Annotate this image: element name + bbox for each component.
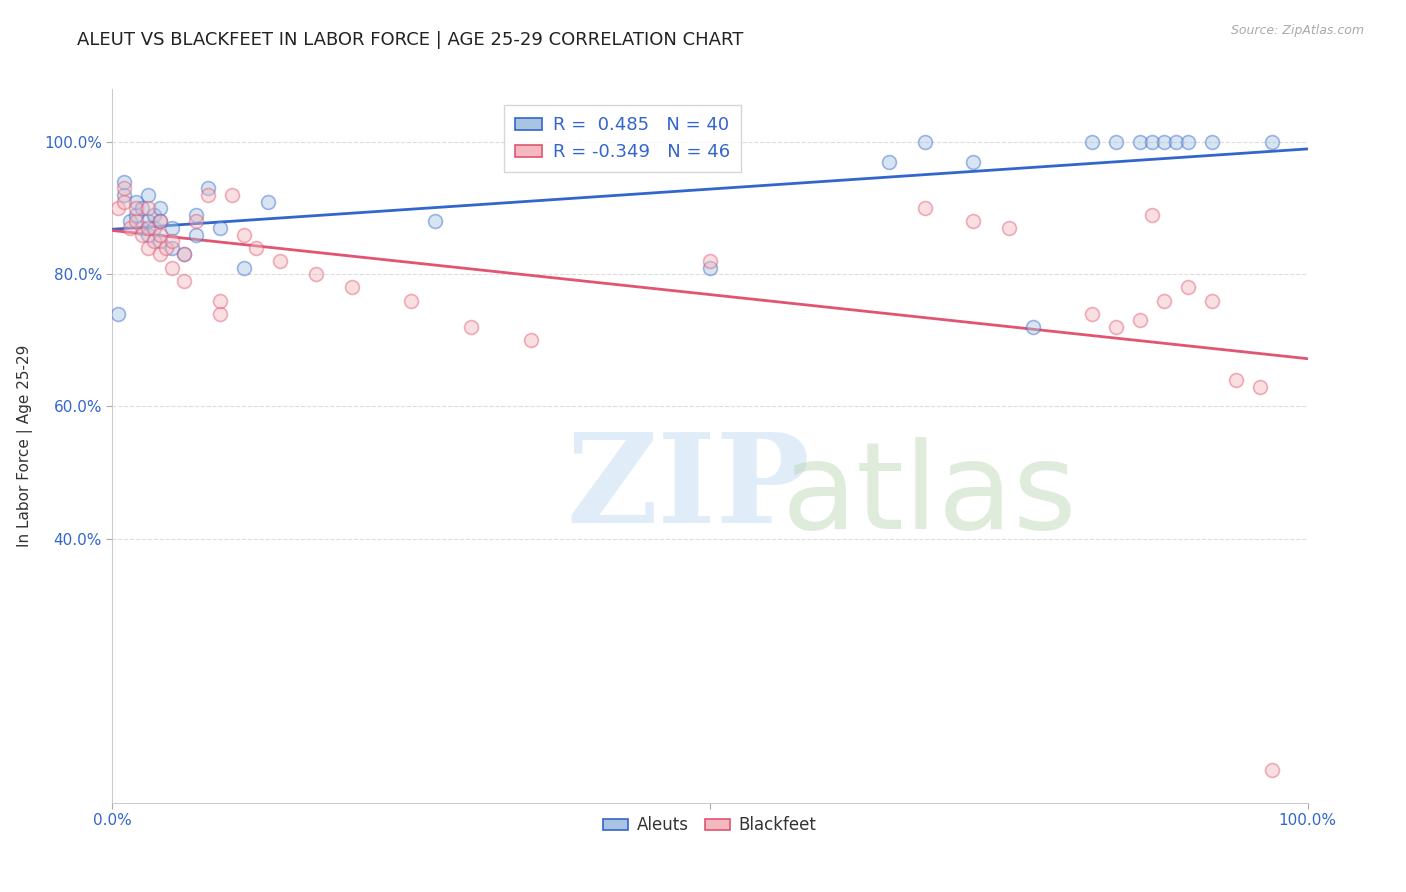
Point bbox=[197, 181, 219, 195]
Text: ALEUT VS BLACKFEET IN LABOR FORCE | AGE 25-29 CORRELATION CHART: ALEUT VS BLACKFEET IN LABOR FORCE | AGE … bbox=[77, 31, 744, 49]
Point bbox=[520, 333, 543, 347]
Point bbox=[138, 214, 160, 228]
Point bbox=[914, 201, 936, 215]
Point bbox=[138, 221, 160, 235]
Text: ZIP: ZIP bbox=[567, 428, 810, 549]
Point bbox=[699, 260, 721, 275]
Point bbox=[173, 247, 195, 261]
Point bbox=[107, 307, 129, 321]
Point bbox=[107, 201, 129, 215]
Point bbox=[1261, 763, 1284, 777]
Point bbox=[114, 188, 135, 202]
Text: Source: ZipAtlas.com: Source: ZipAtlas.com bbox=[1230, 24, 1364, 37]
Point bbox=[233, 227, 256, 242]
Point bbox=[1201, 293, 1223, 308]
Point bbox=[233, 260, 256, 275]
Point bbox=[1022, 320, 1045, 334]
Point bbox=[1249, 379, 1271, 393]
Point bbox=[221, 188, 243, 202]
Point bbox=[138, 201, 160, 215]
Point bbox=[162, 221, 183, 235]
Point bbox=[120, 221, 142, 235]
Point bbox=[1261, 135, 1284, 149]
Point bbox=[155, 241, 177, 255]
Point bbox=[340, 280, 363, 294]
Point bbox=[879, 154, 901, 169]
Point bbox=[149, 227, 172, 242]
Point bbox=[138, 241, 160, 255]
Point bbox=[1105, 135, 1128, 149]
Point bbox=[1166, 135, 1188, 149]
Point bbox=[460, 320, 482, 334]
Point bbox=[125, 201, 148, 215]
Point bbox=[149, 214, 172, 228]
Point bbox=[149, 247, 172, 261]
Point bbox=[1201, 135, 1223, 149]
Point bbox=[131, 201, 153, 215]
Point bbox=[125, 214, 148, 228]
Point bbox=[114, 194, 135, 209]
Point bbox=[1142, 135, 1164, 149]
Point bbox=[962, 154, 984, 169]
Point bbox=[173, 247, 195, 261]
Point bbox=[1177, 280, 1199, 294]
Point bbox=[143, 221, 166, 235]
Point bbox=[1225, 373, 1247, 387]
Point bbox=[131, 227, 153, 242]
Point bbox=[162, 241, 183, 255]
Text: atlas: atlas bbox=[782, 437, 1077, 555]
Y-axis label: In Labor Force | Age 25-29: In Labor Force | Age 25-29 bbox=[17, 345, 32, 547]
Point bbox=[269, 254, 291, 268]
Point bbox=[114, 175, 135, 189]
Point bbox=[1129, 135, 1152, 149]
Point bbox=[131, 221, 153, 235]
Point bbox=[143, 234, 166, 248]
Point bbox=[125, 194, 148, 209]
Point bbox=[149, 214, 172, 228]
Point bbox=[125, 208, 148, 222]
Point bbox=[197, 188, 219, 202]
Point bbox=[257, 194, 280, 209]
Point bbox=[173, 274, 195, 288]
Point bbox=[245, 241, 267, 255]
Point bbox=[425, 214, 447, 228]
Point bbox=[998, 221, 1021, 235]
Point bbox=[1129, 313, 1152, 327]
Point bbox=[162, 234, 183, 248]
Point bbox=[1153, 135, 1175, 149]
Point bbox=[699, 254, 721, 268]
Point bbox=[209, 307, 232, 321]
Point bbox=[1105, 320, 1128, 334]
Point bbox=[914, 135, 936, 149]
Point bbox=[186, 214, 208, 228]
Point bbox=[143, 208, 166, 222]
Point bbox=[186, 208, 208, 222]
Point bbox=[1177, 135, 1199, 149]
Point bbox=[401, 293, 423, 308]
Point bbox=[1153, 293, 1175, 308]
Point bbox=[1081, 135, 1104, 149]
Point bbox=[149, 201, 172, 215]
Point bbox=[149, 234, 172, 248]
Point bbox=[186, 227, 208, 242]
Point bbox=[1142, 208, 1164, 222]
Point bbox=[138, 227, 160, 242]
Legend: Aleuts, Blackfeet: Aleuts, Blackfeet bbox=[596, 810, 824, 841]
Point bbox=[1081, 307, 1104, 321]
Point bbox=[138, 188, 160, 202]
Point bbox=[209, 221, 232, 235]
Point bbox=[305, 267, 328, 281]
Point bbox=[114, 181, 135, 195]
Point bbox=[209, 293, 232, 308]
Point bbox=[120, 214, 142, 228]
Point bbox=[162, 260, 183, 275]
Point bbox=[962, 214, 984, 228]
